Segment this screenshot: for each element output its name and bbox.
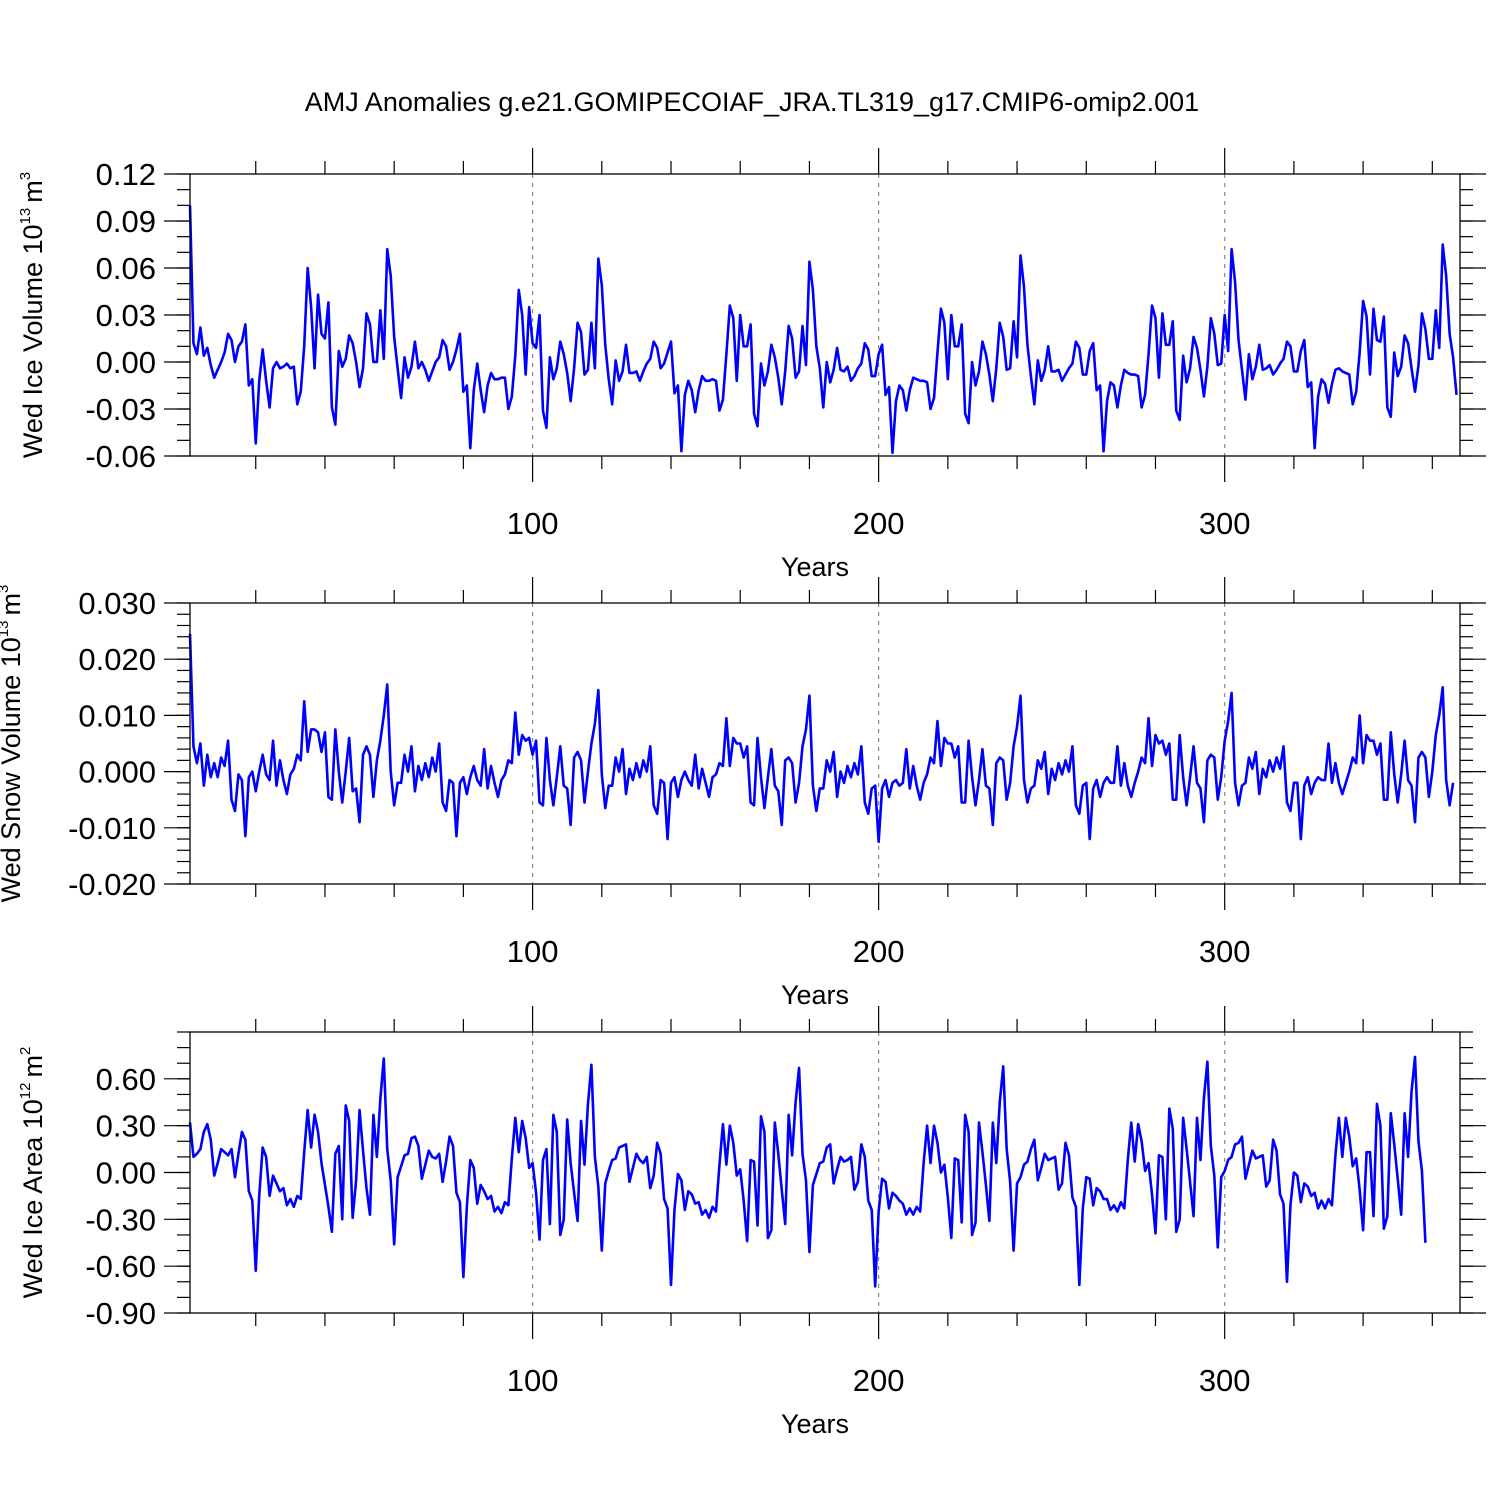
y-axis-label-unit-exponent: 3 bbox=[17, 172, 34, 180]
x-tick-label: 200 bbox=[853, 934, 905, 969]
y-tick-label: -0.90 bbox=[85, 1296, 156, 1331]
y-tick-label: 0.010 bbox=[78, 698, 156, 733]
y-tick-label: 0.12 bbox=[96, 157, 156, 192]
chart-title: AMJ Anomalies g.e21.GOMIPECOIAF_JRA.TL31… bbox=[305, 87, 1199, 117]
y-axis-label-unit-exponent: 3 bbox=[0, 585, 12, 593]
x-tick-label: 300 bbox=[1199, 1363, 1251, 1398]
y-tick-label: -0.60 bbox=[85, 1249, 156, 1284]
y-tick-label: -0.06 bbox=[85, 439, 156, 474]
y-tick-label: -0.010 bbox=[68, 811, 156, 846]
y-tick-label: 0.06 bbox=[96, 251, 156, 286]
x-axis-label: Years bbox=[781, 1409, 849, 1439]
x-tick-label: 300 bbox=[1199, 934, 1251, 969]
series-line-ice-area bbox=[188, 1055, 1427, 1288]
x-tick-label: 100 bbox=[507, 506, 559, 541]
series-line-snow-volume bbox=[188, 633, 1455, 844]
y-tick-label: 0.30 bbox=[96, 1109, 156, 1144]
x-axis-label: Years bbox=[781, 980, 849, 1010]
x-tick-label: 200 bbox=[853, 1363, 905, 1398]
x-tick-label: 100 bbox=[507, 934, 559, 969]
y-tick-label: 0.03 bbox=[96, 298, 156, 333]
y-axis-label-exponent: 12 bbox=[17, 1083, 34, 1100]
x-tick-label: 300 bbox=[1199, 506, 1251, 541]
y-tick-label: -0.020 bbox=[68, 867, 156, 902]
y-axis-label-exponent: 13 bbox=[17, 208, 34, 225]
y-axis-label-unit: m bbox=[0, 593, 26, 616]
x-tick-label: 100 bbox=[507, 1363, 559, 1398]
y-tick-label: 0.000 bbox=[78, 755, 156, 790]
series-line-ice-volume bbox=[188, 205, 1458, 455]
y-axis-label-unit: m bbox=[18, 1055, 48, 1078]
y-tick-label: 0.00 bbox=[96, 345, 156, 380]
panel-ice-area: 100 200 300 -0.90 -0.60 -0.30 0.00 0.30 0.60 Year… bbox=[17, 1006, 1486, 1439]
y-tick-label: 0.60 bbox=[96, 1062, 156, 1097]
y-tick-label: -0.30 bbox=[85, 1202, 156, 1237]
panel-ice-volume: 100 200 300 -0.06 -0.03 0.00 0.03 0.06 0.09 0.12 Y… bbox=[17, 148, 1486, 582]
y-tick-label: 0.09 bbox=[96, 204, 156, 239]
y-axis-label: Wed Ice Volume 1013 m3 bbox=[17, 172, 48, 458]
panel-snow-volume: 100 200 300 -0.020 -0.010 0.000 0.010 0.020 0.03… bbox=[0, 577, 1486, 1010]
y-axis-label-text: Wed Ice Volume 10 bbox=[18, 224, 48, 458]
y-axis-label-unit: m bbox=[18, 180, 48, 203]
plot-frame bbox=[189, 602, 1461, 885]
x-tick-label: 200 bbox=[853, 506, 905, 541]
y-axis-label-text: Wed Ice Area 10 bbox=[18, 1099, 48, 1298]
y-axis-label-exponent: 13 bbox=[0, 620, 12, 637]
y-axis-label: Wed Snow Volume 1013 m3 bbox=[0, 585, 26, 903]
y-tick-label: 0.030 bbox=[78, 586, 156, 621]
y-axis-label-text: Wed Snow Volume 10 bbox=[0, 637, 26, 902]
y-tick-label: -0.03 bbox=[85, 392, 156, 427]
y-axis-label-unit-exponent: 2 bbox=[17, 1047, 34, 1055]
y-axis-label: Wed Ice Area 1012 m2 bbox=[17, 1047, 48, 1299]
y-tick-label: 0.020 bbox=[78, 642, 156, 677]
y-tick-label: 0.00 bbox=[96, 1156, 156, 1191]
x-axis-label: Years bbox=[781, 552, 849, 582]
